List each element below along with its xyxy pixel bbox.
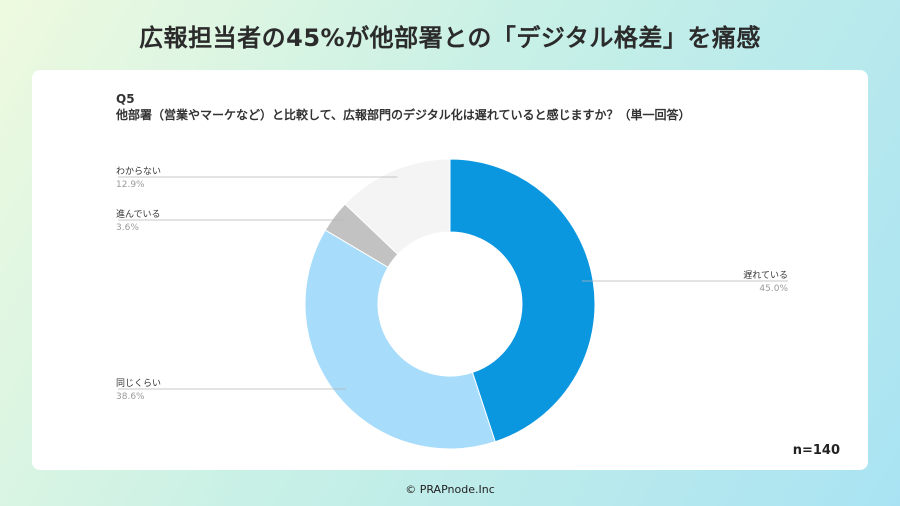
sample-size: n=140 — [792, 443, 840, 458]
slice-label-3: わからない — [116, 166, 161, 177]
slice-percent-1: 38.6% — [116, 392, 145, 402]
slice-label-2: 進んでいる — [116, 208, 161, 220]
slice-percent-3: 12.9% — [116, 180, 145, 190]
slice-0 — [449, 158, 596, 443]
slice-label-1: 同じくらい — [116, 378, 161, 389]
slice-percent-2: 3.6% — [116, 223, 139, 233]
slice-1 — [304, 229, 496, 450]
slice-label-0: 遅れている — [743, 270, 788, 281]
slice-percent-0: 45.0% — [759, 284, 788, 294]
chart-card: Q5 他部署（営業やマーケなど）と比較して、広報部門のデジタル化は遅れていると感… — [32, 70, 868, 470]
copyright-notice: © PRAPnode.Inc — [405, 483, 495, 496]
question-text: 他部署（営業やマーケなど）と比較して、広報部門のデジタル化は遅れていると感じます… — [116, 108, 691, 122]
slice-3 — [344, 158, 451, 256]
donut-chart: 遅れている 45.0% 同じくらい 38.6% 進んでいる 3.6% わからない 12.9% — [116, 158, 788, 450]
page-headline: 広報担当者の45%が他部署との「デジタル格差」を痛感 — [139, 24, 761, 52]
question-number: Q5 — [116, 92, 135, 106]
